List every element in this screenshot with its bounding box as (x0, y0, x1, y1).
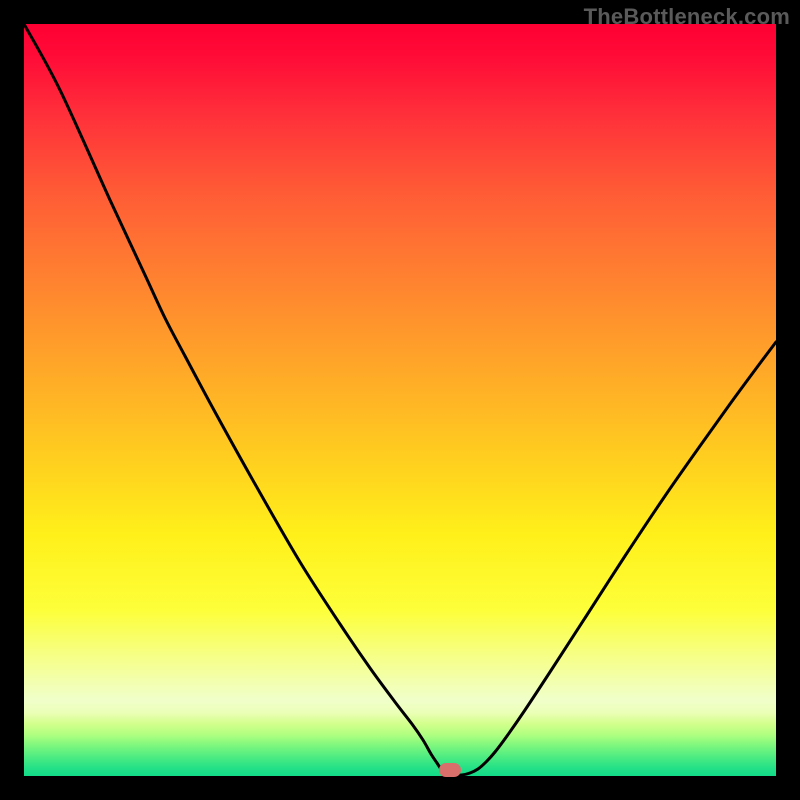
chart-container: TheBottleneck.com (0, 0, 800, 800)
optimal-marker (439, 763, 461, 777)
plot-background (24, 24, 776, 776)
bottleneck-chart (0, 0, 800, 800)
watermark-text: TheBottleneck.com (584, 4, 790, 30)
